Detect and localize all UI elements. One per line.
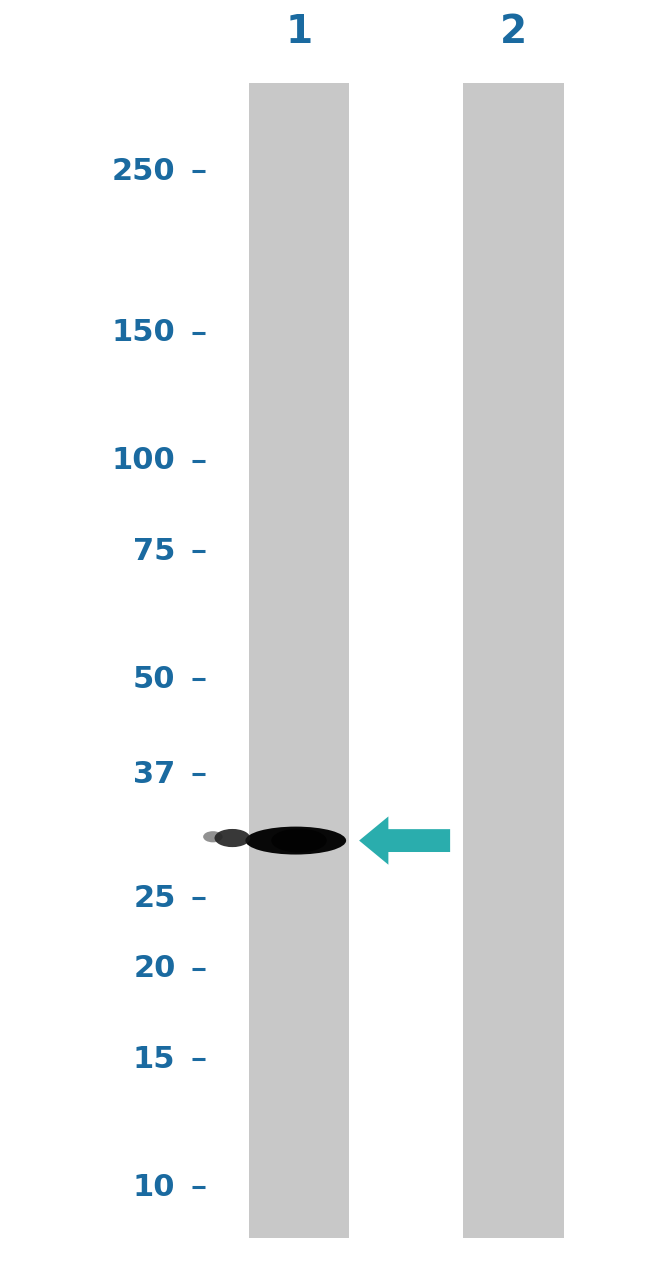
Text: 1: 1 bbox=[285, 13, 313, 51]
Bar bbox=[463, 83, 564, 1238]
Bar bbox=[248, 83, 350, 1238]
Text: 75: 75 bbox=[133, 537, 176, 566]
Text: 25: 25 bbox=[133, 884, 176, 913]
Text: 150: 150 bbox=[112, 318, 176, 347]
Text: 10: 10 bbox=[133, 1173, 176, 1201]
Ellipse shape bbox=[271, 829, 327, 852]
Text: 20: 20 bbox=[133, 954, 176, 983]
Text: 100: 100 bbox=[112, 446, 176, 475]
Text: 2: 2 bbox=[500, 13, 527, 51]
FancyArrow shape bbox=[359, 817, 450, 865]
Text: 250: 250 bbox=[112, 156, 176, 185]
Ellipse shape bbox=[203, 831, 222, 842]
Text: 50: 50 bbox=[133, 664, 176, 693]
Ellipse shape bbox=[214, 829, 250, 847]
Text: 37: 37 bbox=[133, 759, 176, 789]
Ellipse shape bbox=[246, 827, 346, 855]
Text: 15: 15 bbox=[133, 1045, 176, 1074]
